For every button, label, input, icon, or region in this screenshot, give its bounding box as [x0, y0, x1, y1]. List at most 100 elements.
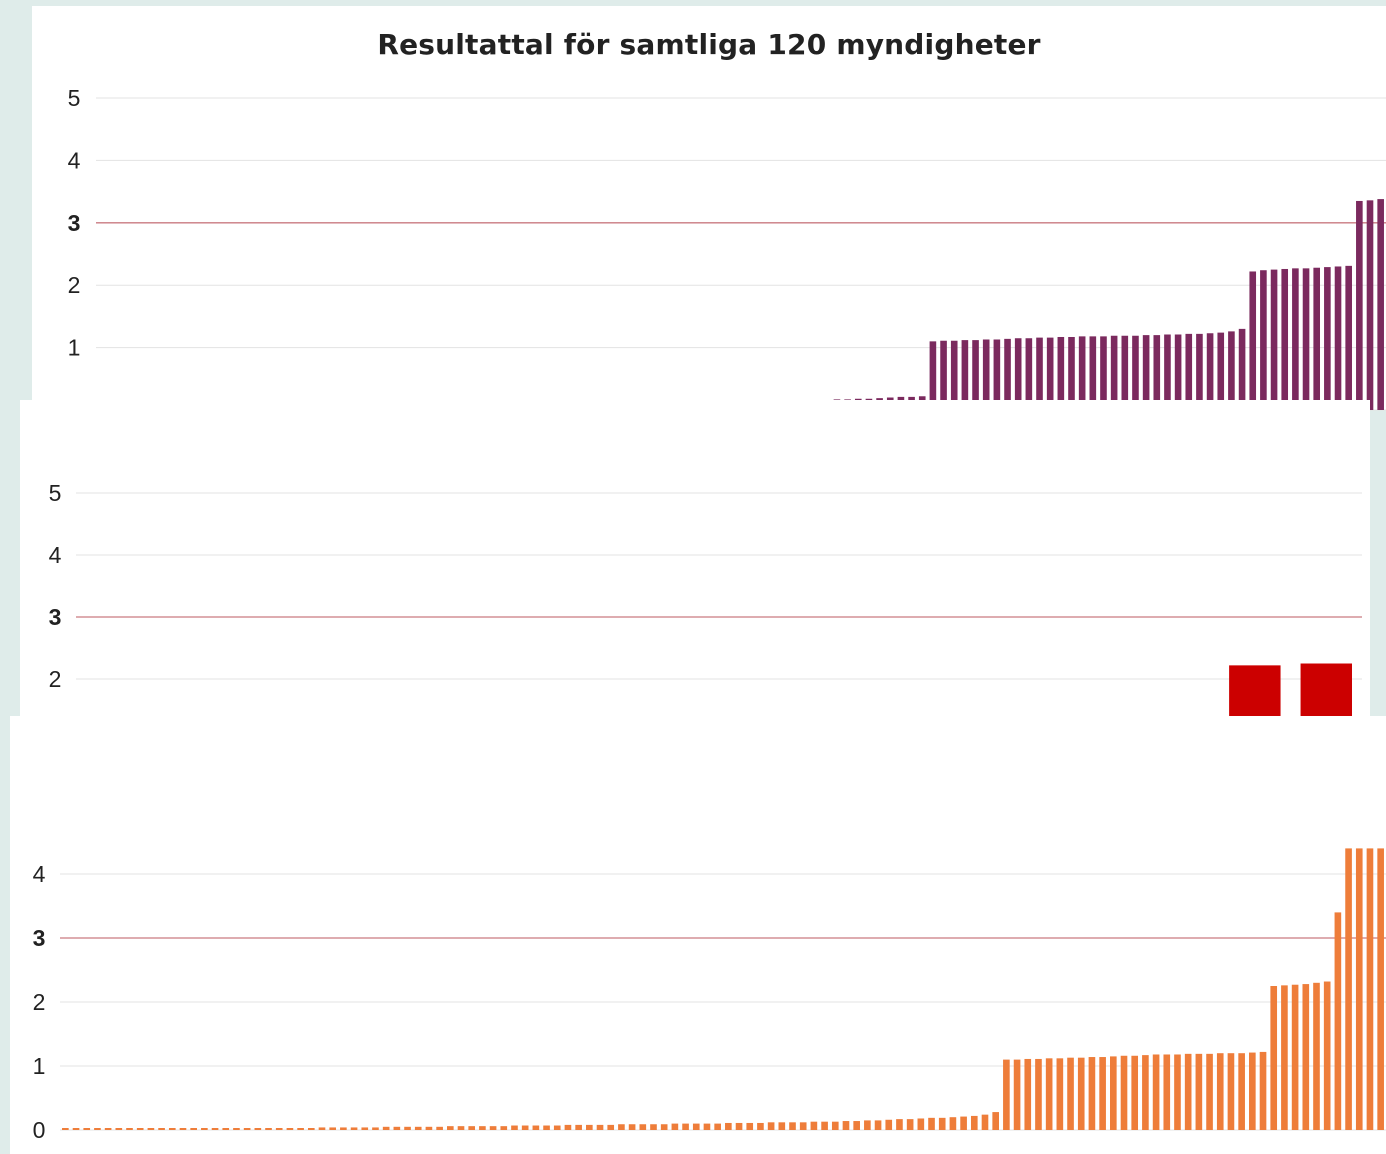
- bar: [1206, 333, 1214, 410]
- bar: [436, 1126, 443, 1130]
- bar: [714, 1123, 721, 1130]
- bar: [1163, 1054, 1171, 1130]
- bar: [1227, 1053, 1235, 1130]
- bar: [72, 1128, 80, 1130]
- bar: [940, 340, 947, 410]
- bar: [543, 1125, 550, 1130]
- bar: [929, 341, 937, 410]
- y-tick-label: 0: [33, 1117, 46, 1143]
- bar: [992, 1112, 1000, 1130]
- bar: [201, 1128, 208, 1130]
- bar: [1024, 1058, 1032, 1130]
- bar: [864, 1120, 871, 1130]
- y-tick-label: 3: [68, 210, 81, 236]
- bar: [1217, 332, 1225, 410]
- bar: [94, 1128, 101, 1130]
- bar: [1302, 268, 1310, 410]
- bar: [821, 1121, 828, 1130]
- bar: [1153, 335, 1161, 410]
- bar: [468, 1126, 476, 1130]
- bar: [618, 1124, 625, 1130]
- bar: [1174, 1054, 1181, 1130]
- bar: [607, 1124, 615, 1130]
- bar: [1184, 1053, 1192, 1130]
- bar: [1025, 338, 1033, 410]
- bar: [1046, 337, 1054, 410]
- bar: [917, 1118, 925, 1130]
- bar: [350, 1127, 358, 1130]
- chart-top-svg: 012345: [68, 85, 1386, 423]
- bar: [425, 1126, 433, 1130]
- bar: [1270, 986, 1278, 1130]
- bar: [265, 1128, 272, 1130]
- bar: [874, 1120, 882, 1130]
- bar: [1152, 1054, 1160, 1130]
- bar: [1345, 265, 1352, 410]
- bar: [564, 1124, 572, 1130]
- bar: [1302, 984, 1310, 1130]
- bar: [297, 1128, 304, 1130]
- bar: [1110, 335, 1118, 410]
- bar: [126, 1128, 133, 1130]
- bar: [778, 1122, 786, 1130]
- bar: [211, 1128, 219, 1130]
- bar: [136, 1128, 144, 1130]
- bar: [286, 1128, 294, 1130]
- bar: [521, 1125, 529, 1130]
- bar: [1356, 200, 1363, 410]
- y-tick-label: 4: [68, 147, 81, 173]
- bar: [1377, 848, 1384, 1130]
- bar: [307, 1128, 315, 1130]
- bar: [671, 1123, 679, 1130]
- bar: [222, 1128, 230, 1130]
- y-tick-label: 1: [33, 1053, 46, 1079]
- y-tick-label: 2: [33, 989, 46, 1015]
- bar: [810, 1121, 818, 1130]
- bar: [692, 1123, 700, 1130]
- bar: [1281, 985, 1288, 1130]
- bar: [1142, 1055, 1149, 1130]
- bar: [1228, 331, 1235, 410]
- bar: [1196, 333, 1203, 410]
- bar: [1099, 1057, 1106, 1130]
- bar: [158, 1128, 165, 1130]
- bar: [1185, 333, 1193, 410]
- bar: [179, 1128, 187, 1130]
- bar: [511, 1125, 518, 1130]
- bar: [1206, 1053, 1213, 1130]
- chart-panel-middle: 012345: [20, 400, 1370, 816]
- bar: [1013, 1059, 1021, 1130]
- bar: [725, 1122, 732, 1130]
- bar: [1003, 1059, 1010, 1130]
- bar: [393, 1126, 401, 1130]
- bar: [1249, 271, 1257, 410]
- chart-title: Resultattal för samtliga 120 myndigheter: [377, 28, 1041, 61]
- bar: [1004, 338, 1011, 410]
- bar: [1120, 1055, 1128, 1130]
- bar: [1131, 1055, 1139, 1130]
- bar: [1216, 1053, 1224, 1130]
- chart-bottom-svg: 0 1 2 3 4: [33, 848, 1386, 1143]
- bar: [1313, 267, 1321, 410]
- bar: [1260, 270, 1267, 410]
- bar: [1036, 337, 1043, 410]
- bar: [1132, 335, 1139, 410]
- bar: [1077, 1057, 1085, 1130]
- bar: [1238, 1053, 1245, 1130]
- bar: [168, 1128, 176, 1130]
- bar: [1377, 199, 1384, 410]
- bar: [960, 1116, 967, 1130]
- bar: [970, 1115, 978, 1130]
- y-tick-label: 3: [33, 925, 46, 951]
- bar: [1195, 1053, 1203, 1130]
- bar: [254, 1128, 262, 1130]
- bar: [1078, 336, 1086, 410]
- chart-panel-bottom: 0 1 2 3 4: [10, 716, 1386, 1154]
- y-tick-label: 4: [33, 861, 46, 887]
- bar: [789, 1122, 796, 1130]
- bar: [1035, 1058, 1042, 1130]
- bar: [1291, 984, 1299, 1130]
- bar: [115, 1128, 123, 1130]
- bar: [949, 1117, 957, 1130]
- bar: [275, 1128, 283, 1130]
